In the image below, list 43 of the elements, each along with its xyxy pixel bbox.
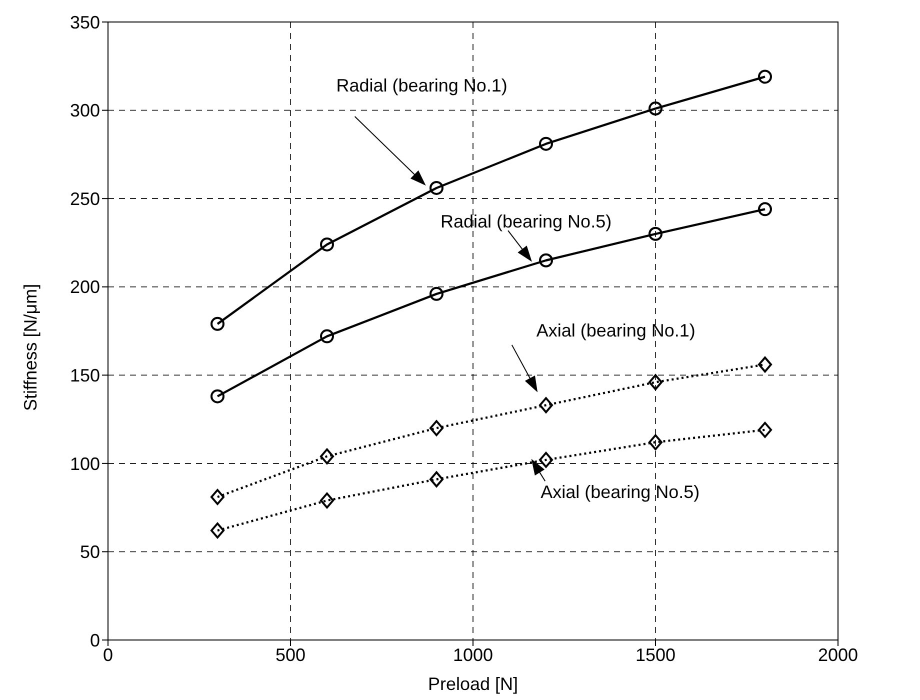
point [430,286,444,301]
x-axis-title: Preload [N] [428,674,518,694]
x-tick-label: 1500 [635,644,676,665]
point [210,389,224,404]
annotation: Radial (bearing No.5) [440,211,612,232]
point [539,397,553,414]
point [210,488,224,505]
point [210,522,224,539]
x-tick-label: 500 [275,644,306,665]
point [648,226,662,241]
point [648,102,662,116]
point [320,448,334,464]
point [758,202,772,216]
annotation: Axial (bearing No.1) [536,320,696,341]
y-tick-label: 0 [90,630,100,650]
y-tick-label: 100 [70,454,100,474]
point [430,180,444,195]
point [210,316,224,331]
annotation: Radial (bearing No.1) [336,75,508,96]
point [430,471,444,488]
x-tick-label: 2000 [818,644,858,665]
y-axis-title: Stiffness [N/μm] [20,284,40,411]
point [648,374,662,390]
point [539,136,553,151]
x-tick-label: 0 [102,644,114,665]
annotation: Axial (bearing No.5) [540,482,700,502]
y-tick-label: 250 [70,188,100,209]
x-tick-label: 1000 [452,644,494,665]
y-tick-label: 350 [70,12,100,32]
point [430,420,444,436]
point [758,70,772,84]
y-tick-label: 50 [80,542,100,562]
y-tick-label: 150 [70,366,100,386]
point [758,356,772,373]
point [648,434,662,450]
point [539,452,553,468]
point [320,237,334,252]
y-tick-label: 200 [70,277,100,298]
point [320,492,334,509]
y-tick-label: 300 [70,100,100,121]
point [539,253,553,268]
point [758,422,772,438]
point [320,329,334,344]
